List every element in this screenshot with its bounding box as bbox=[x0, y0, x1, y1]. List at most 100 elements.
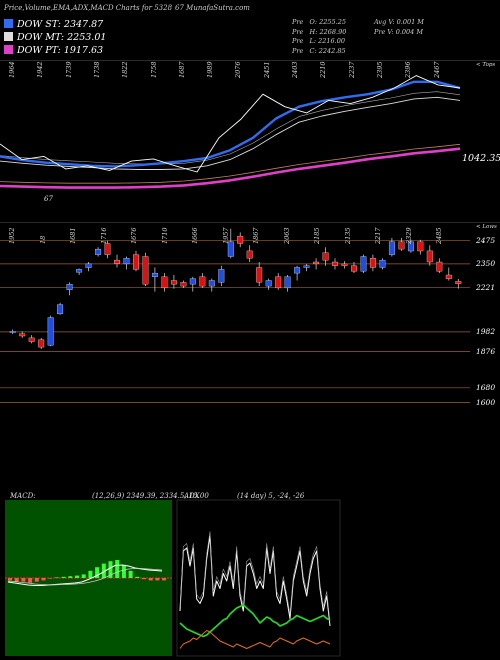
ema-top-label: 1738 bbox=[92, 61, 101, 78]
macd-histogram-bar bbox=[61, 576, 66, 578]
price-y-label: 2221 bbox=[476, 282, 496, 292]
candle-body bbox=[28, 337, 35, 342]
info-open-value: O: 2255.25 bbox=[309, 18, 346, 26]
ema-top-label: 1989 bbox=[206, 61, 215, 78]
macd-histogram-bar bbox=[128, 570, 133, 578]
macd-histogram-bar bbox=[34, 578, 39, 582]
candle-body bbox=[303, 265, 310, 268]
candle-body bbox=[19, 333, 26, 337]
candle-body bbox=[417, 241, 424, 252]
candle-body bbox=[180, 282, 187, 287]
macd-histogram-bar bbox=[155, 578, 160, 581]
ema-top-label: 2403 bbox=[291, 61, 299, 78]
macd-histogram-bar bbox=[101, 563, 106, 578]
candle-body bbox=[379, 259, 386, 268]
macd-histogram-bar bbox=[28, 578, 33, 583]
price-top-label: 18 bbox=[38, 235, 47, 244]
macd-histogram-bar bbox=[95, 567, 100, 578]
macd-histogram-bar bbox=[108, 561, 113, 578]
macd-signal-line bbox=[7, 568, 163, 586]
info-prev-volume: Pre V: 0.004 M bbox=[374, 27, 424, 36]
candle-body bbox=[426, 250, 433, 263]
info-close-value: C: 2242.85 bbox=[309, 46, 346, 55]
price-top-label: 1716 bbox=[99, 227, 108, 244]
candle-body bbox=[227, 241, 234, 257]
candle-body bbox=[95, 248, 102, 255]
price-y-label: 2475 bbox=[476, 235, 496, 245]
ema-top-label: 1942 bbox=[36, 61, 45, 78]
macd-histogram-bar bbox=[54, 577, 59, 578]
price-top-label: 1957 bbox=[221, 227, 230, 244]
ema-edge-label: < Tops bbox=[476, 62, 496, 68]
legend-dow-st: DOW ST: 2347.87 bbox=[4, 19, 103, 30]
candle-body bbox=[351, 265, 357, 272]
legend-label-mt: DOW MT: 2253.01 bbox=[17, 32, 107, 43]
price-top-label: 1681 bbox=[69, 227, 77, 244]
candle-body bbox=[445, 274, 452, 279]
candle-body bbox=[322, 252, 329, 261]
info-open: Pre O: 2255.25 bbox=[292, 18, 346, 28]
candle-body bbox=[47, 317, 54, 346]
info-low: Pre L: 2216.00 bbox=[292, 37, 346, 47]
macd-histogram-bar bbox=[68, 576, 73, 578]
ema-last-value-label: 1042.35 bbox=[462, 153, 500, 164]
price-top-label: 2217 bbox=[374, 227, 382, 244]
ema-top-label: 1758 bbox=[149, 61, 158, 78]
candle-body bbox=[265, 280, 272, 287]
adx-panel-background bbox=[176, 499, 341, 657]
legend-swatch-pt bbox=[4, 45, 13, 54]
macd-histogram-bar bbox=[121, 564, 126, 578]
candle-body bbox=[142, 256, 149, 285]
candle-body bbox=[436, 261, 443, 272]
candle-body bbox=[237, 235, 244, 244]
adx-params: (14 day) 5, -24, -26 bbox=[237, 492, 305, 500]
candle-body bbox=[9, 331, 16, 333]
ema-top-label: 2467 bbox=[432, 61, 441, 78]
legend-label-pt: DOW PT: 1917.63 bbox=[17, 45, 104, 56]
macd-histogram-bar bbox=[148, 578, 153, 581]
ema-series-dow-mt bbox=[0, 96, 461, 170]
price-top-label: 2485 bbox=[435, 227, 443, 244]
adx-header: ADX bbox=[184, 492, 200, 500]
price-top-label: 1952 bbox=[8, 227, 16, 244]
adx-plus-di-line bbox=[179, 604, 331, 638]
ema-top-label: 2237 bbox=[347, 61, 356, 78]
ema-price-line bbox=[0, 75, 461, 173]
price-y-label: 1876 bbox=[476, 346, 496, 356]
candle-body bbox=[369, 258, 376, 268]
ema-series-mt-band bbox=[0, 91, 461, 165]
ema-series-dow-pt bbox=[0, 147, 461, 189]
candle-body bbox=[133, 254, 139, 270]
candle-body bbox=[398, 241, 405, 250]
info-pre-1: Pre bbox=[292, 18, 304, 26]
price-top-label: 1867 bbox=[252, 227, 260, 244]
macd-histogram-bar bbox=[135, 576, 140, 578]
ema-series-dow-st bbox=[0, 80, 461, 168]
info-pre-2: Pre bbox=[292, 27, 304, 36]
macd-histogram-bar bbox=[142, 578, 146, 580]
candle-body bbox=[57, 304, 64, 315]
candle-body bbox=[151, 272, 158, 277]
candle-body bbox=[360, 256, 367, 272]
candle-body bbox=[218, 269, 225, 283]
price-y-label: 1680 bbox=[476, 382, 496, 392]
candle-body bbox=[407, 241, 414, 252]
candle-body bbox=[275, 276, 282, 289]
price-top-label: 1710 bbox=[160, 227, 169, 244]
chart-title-part2: 67 MunafaSutra.com bbox=[175, 4, 250, 12]
candle-body bbox=[189, 278, 196, 285]
ema-top-label: 1687 bbox=[177, 61, 186, 78]
macd-histogram-bar bbox=[14, 578, 19, 582]
ema-top-label: 1822 bbox=[121, 61, 130, 78]
candle-body bbox=[341, 263, 348, 266]
price-top-label: 2135 bbox=[343, 227, 352, 244]
ema-top-label: 2396 bbox=[404, 61, 413, 78]
info-low-value: L: 2216.00 bbox=[309, 37, 345, 45]
ema-top-label: 1964 bbox=[8, 61, 16, 78]
macd-histogram-bar bbox=[41, 578, 46, 581]
price-y-label: 1600 bbox=[476, 397, 496, 407]
candle-body bbox=[66, 284, 73, 290]
candle-body bbox=[85, 263, 92, 268]
volume-info: Avg V: 0.001 M Pre V: 0.004 M bbox=[374, 18, 424, 37]
